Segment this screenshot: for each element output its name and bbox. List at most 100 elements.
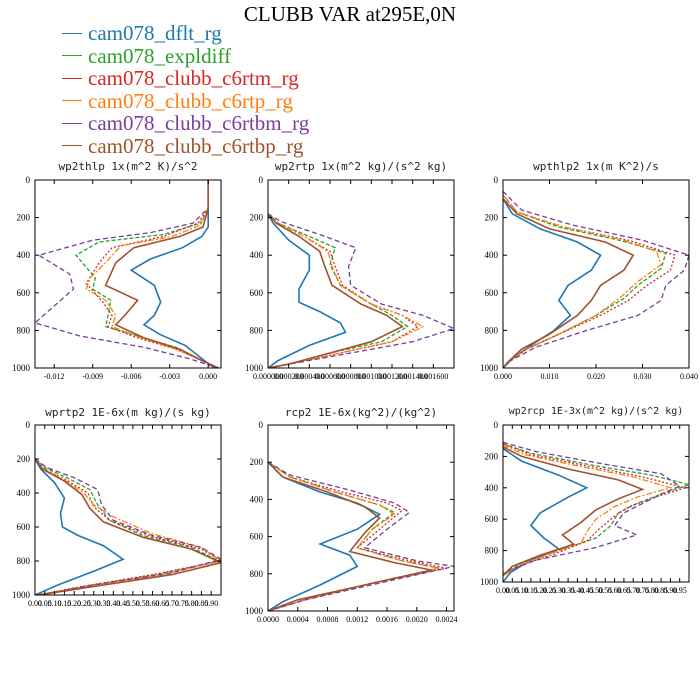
series-line	[503, 444, 673, 577]
y-tick-label: 600	[250, 288, 264, 298]
y-tick-label: 0	[259, 175, 264, 185]
y-tick-label: 200	[250, 457, 264, 467]
x-tick-label: 0.0012	[346, 615, 368, 624]
plot-frame	[502, 179, 690, 369]
x-tick-label: -0.012	[44, 372, 65, 381]
legend-label: cam078_clubb_c6rtp_rg	[88, 88, 293, 113]
series-line	[268, 213, 425, 368]
x-tick-label: 0.20	[67, 599, 81, 608]
legend-swatch	[62, 145, 82, 147]
panel-0: 0 200 400 600 800 1000 -0.012 -0.009 -0.006 -0.00…	[12, 175, 222, 381]
legend-entry: cam078_clubb_c6rtp_rg	[62, 88, 309, 113]
x-tick-label: 0.0004	[287, 615, 309, 624]
x-tick-label: 0.70	[626, 586, 640, 595]
legend-entry: cam078_expldiff	[62, 44, 309, 68]
series-line	[503, 198, 635, 368]
x-tick-label: 0.95	[673, 586, 687, 595]
x-tick-label: 0.55	[598, 586, 612, 595]
legend-entry: cam078_clubb_c6rtm_rg	[62, 67, 309, 90]
x-tick-label: 0.020	[587, 372, 605, 381]
series-group	[503, 190, 689, 368]
y-tick-label: 600	[485, 514, 499, 524]
x-tick-label: 0.000400	[294, 372, 324, 381]
x-tick-label: 0.75	[636, 586, 650, 595]
x-tick-label: 0.0016	[376, 615, 398, 624]
legend-swatch	[62, 122, 82, 124]
series-line	[268, 461, 454, 611]
x-tick-label: 0.80	[645, 586, 659, 595]
x-tick-label: 0.00	[28, 599, 42, 608]
x-tick-label: 0.85	[654, 586, 668, 595]
x-tick-label: 0.0000	[257, 615, 279, 624]
legend-swatch	[62, 55, 82, 57]
series-line	[268, 461, 432, 611]
y-tick-label: 0	[26, 420, 31, 430]
panel-title: wp2thlp 1x(m^2 K)/s^2	[58, 160, 198, 173]
series-line	[85, 180, 219, 368]
x-tick-label: 0.55	[136, 599, 150, 608]
x-tick-label: 0.010	[541, 372, 559, 381]
y-tick-label: 200	[17, 454, 31, 464]
x-tick-label: 0.65	[617, 586, 631, 595]
x-tick-label: 0.10	[515, 586, 529, 595]
y-tick-label: 800	[485, 546, 499, 556]
panel-5: 0 200 400 600 800 10000.000.050.100.150.200.2…	[480, 420, 690, 595]
series-group	[35, 180, 219, 368]
y-tick-label: 1000	[245, 606, 264, 616]
y-tick-label: 600	[17, 522, 31, 532]
x-tick-label: 0.0020	[406, 615, 428, 624]
series-line	[268, 213, 404, 368]
x-tick-label: 0.60	[608, 586, 622, 595]
y-tick-label: 400	[485, 250, 499, 260]
panel-title: wp2rtp 1x(m^2 kg)/(s^2 kg)	[274, 160, 448, 173]
series-line	[74, 180, 219, 368]
y-tick-label: 1000	[480, 577, 499, 587]
x-tick-label: 0.040	[680, 372, 698, 381]
x-tick-label: -0.003	[159, 372, 180, 381]
x-tick-label: 0.05	[505, 586, 519, 595]
x-tick-label: 0.00	[496, 586, 510, 595]
x-tick-label: 0.000	[494, 372, 512, 381]
y-tick-label: 0	[494, 420, 499, 430]
y-tick-label: 1000	[12, 590, 31, 600]
y-tick-label: 200	[485, 451, 499, 461]
y-tick-label: 0	[259, 420, 264, 430]
x-tick-label: 0.50	[589, 586, 603, 595]
x-tick-label: 0.50	[126, 599, 140, 608]
y-tick-label: 0	[26, 175, 31, 185]
series-group	[35, 458, 221, 595]
x-tick-label: 0.30	[552, 586, 566, 595]
y-tick-label: 800	[250, 325, 264, 335]
x-tick-label: 0.80	[185, 599, 199, 608]
series-line	[268, 213, 454, 368]
x-tick-label: 0.40	[570, 586, 584, 595]
x-tick-label: 0.85	[194, 599, 208, 608]
y-tick-label: 800	[250, 569, 264, 579]
y-tick-label: 400	[250, 494, 264, 504]
series-line	[503, 194, 676, 368]
series-line	[35, 458, 125, 595]
legend-label: cam078_clubb_c6rtbm_rg	[88, 111, 310, 135]
y-tick-label: 800	[17, 325, 31, 335]
legend: cam078_dflt_rg cam078_expldiff cam078_cl…	[62, 22, 309, 157]
series-line	[503, 198, 602, 368]
legend-swatch	[62, 77, 82, 79]
x-tick-label: 0.030	[634, 372, 652, 381]
plot-frame	[34, 179, 222, 369]
y-tick-label: 0	[494, 175, 499, 185]
x-tick-label: 0.10	[48, 599, 62, 608]
y-tick-label: 1000	[245, 363, 264, 373]
y-tick-label: 1000	[12, 363, 31, 373]
y-tick-label: 400	[485, 483, 499, 493]
x-tick-label: 0.000600	[315, 372, 345, 381]
series-line	[85, 180, 219, 368]
series-line	[104, 180, 219, 368]
x-tick-label: 0.25	[77, 599, 91, 608]
panel-title: wp2rcp 1E-3x(m^2 kg)/(s^2 kg)	[508, 406, 684, 417]
series-line	[503, 446, 645, 577]
plot-frame	[267, 179, 455, 369]
x-tick-label: 0.40	[106, 599, 120, 608]
